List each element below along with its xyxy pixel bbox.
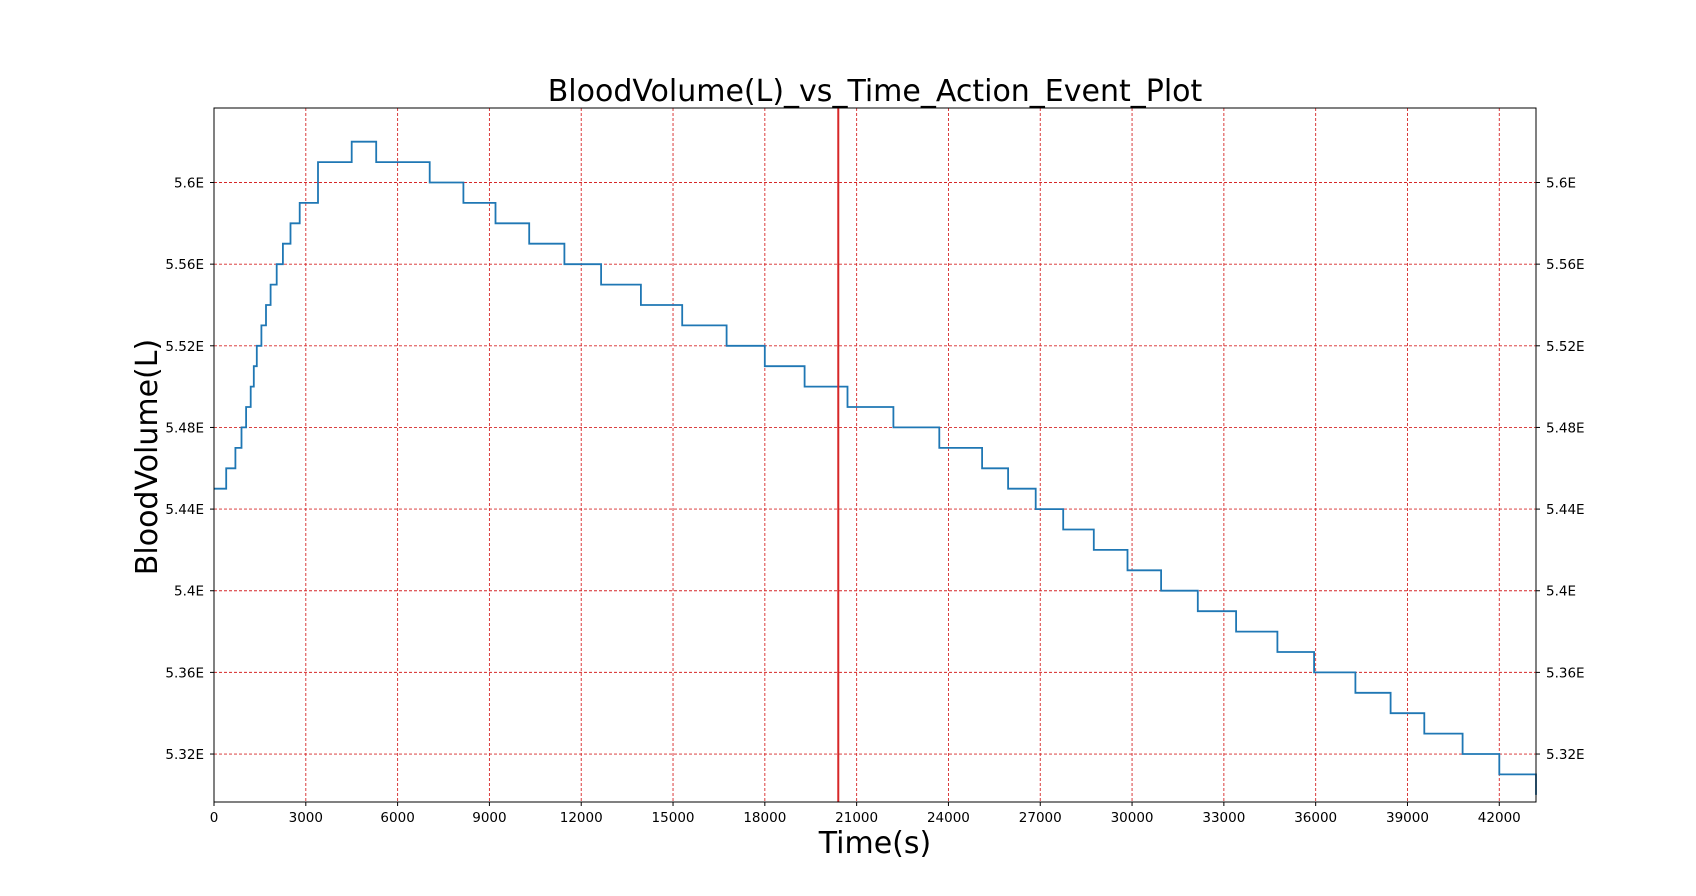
chart-title: BloodVolume(L)_vs_Time_Action_Event_Plot (548, 74, 1203, 109)
blood-volume-line (214, 140, 1537, 795)
x-tick-label: 12000 (560, 810, 603, 826)
x-tick-label: 21000 (835, 810, 878, 826)
y-tick-label-left: 5.56E (165, 257, 204, 273)
x-tick-label: 9000 (472, 810, 506, 826)
x-tick-label: 39000 (1386, 810, 1429, 826)
x-tick-label: 24000 (927, 810, 970, 826)
y-tick-label-right: 5.32E (1546, 747, 1585, 763)
y-tick-label-left: 5.44E (165, 502, 204, 518)
x-axis: 0 3000 6000 9000 12000 15000 18000 21000 24000 27… (210, 802, 1521, 826)
y-tick-label-right: 5.36E (1546, 665, 1585, 681)
y-tick-label-left: 5.36E (165, 665, 204, 681)
y-tick-label-left: 5.32E (165, 747, 204, 763)
y-tick-label-right: 5.48E (1546, 420, 1585, 436)
y-tick-label-right: 5.44E (1546, 502, 1585, 518)
x-tick-label: 0 (210, 810, 219, 826)
x-tick-label: 3000 (289, 810, 323, 826)
y-axis-label: BloodVolume(L) (130, 339, 165, 575)
x-tick-label: 33000 (1202, 810, 1245, 826)
y-tick-label-left: 5.48E (165, 420, 204, 436)
plot-frame (213, 107, 1537, 803)
x-tick-label: 27000 (1019, 810, 1062, 826)
x-tick-label: 42000 (1478, 810, 1521, 826)
series-layer (214, 140, 1537, 795)
y-tick-label-right: 5.52E (1546, 339, 1585, 355)
y-tick-label-right: 5.4E (1546, 584, 1576, 600)
y-tick-label-left: 5.6E (174, 176, 204, 192)
y-tick-label-left: 5.52E (165, 339, 204, 355)
x-tick-label: 18000 (743, 810, 786, 826)
y-tick-label-left: 5.4E (174, 584, 204, 600)
y-axis: 5.32E 5.32E 5.36E 5.36E 5.4E 5.4E 5.44E 5.44E 5.… (165, 176, 1584, 764)
y-tick-label-right: 5.6E (1546, 176, 1576, 192)
x-tick-label: 36000 (1294, 810, 1337, 826)
x-tick-label: 15000 (652, 810, 695, 826)
x-tick-label: 30000 (1111, 810, 1154, 826)
x-tick-label: 6000 (380, 810, 414, 826)
y-tick-label-right: 5.56E (1546, 257, 1585, 273)
x-axis-label: Time(s) (818, 826, 931, 861)
